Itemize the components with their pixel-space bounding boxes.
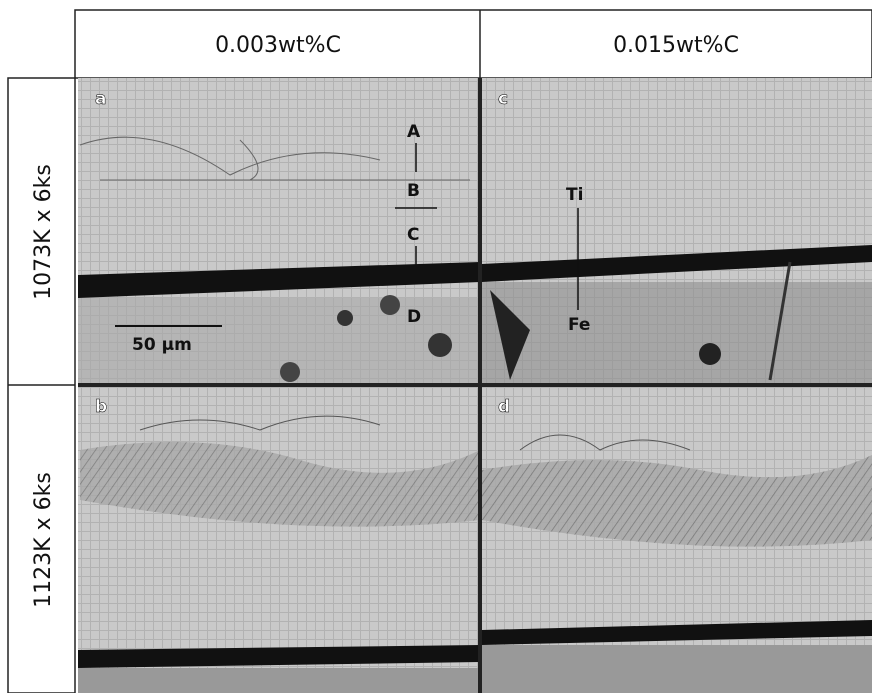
micrograph-d <box>482 387 872 693</box>
column-header: 0.003wt%C <box>215 33 341 58</box>
layer-label: D <box>407 307 421 327</box>
column-header: 0.015wt%C <box>613 33 739 58</box>
layer-label: A <box>407 122 421 142</box>
layer-label: B <box>407 181 420 201</box>
header-frame <box>74 9 872 79</box>
panel-label: a <box>95 89 106 109</box>
scale-bar-label: 50 μm <box>132 335 192 355</box>
layer-label: C <box>407 225 419 245</box>
phase-label: Ti <box>566 185 583 205</box>
panel-label: d <box>498 397 510 417</box>
micrograph-b <box>78 387 480 693</box>
phase-label: Fe <box>568 315 590 335</box>
panel-label: b <box>95 397 107 417</box>
row-header: 1123K x 6ks <box>31 472 56 608</box>
micrograph-c <box>482 78 872 385</box>
panel-label: c <box>498 89 508 109</box>
row-header: 1073K x 6ks <box>31 164 56 300</box>
micrograph-a <box>78 78 480 385</box>
